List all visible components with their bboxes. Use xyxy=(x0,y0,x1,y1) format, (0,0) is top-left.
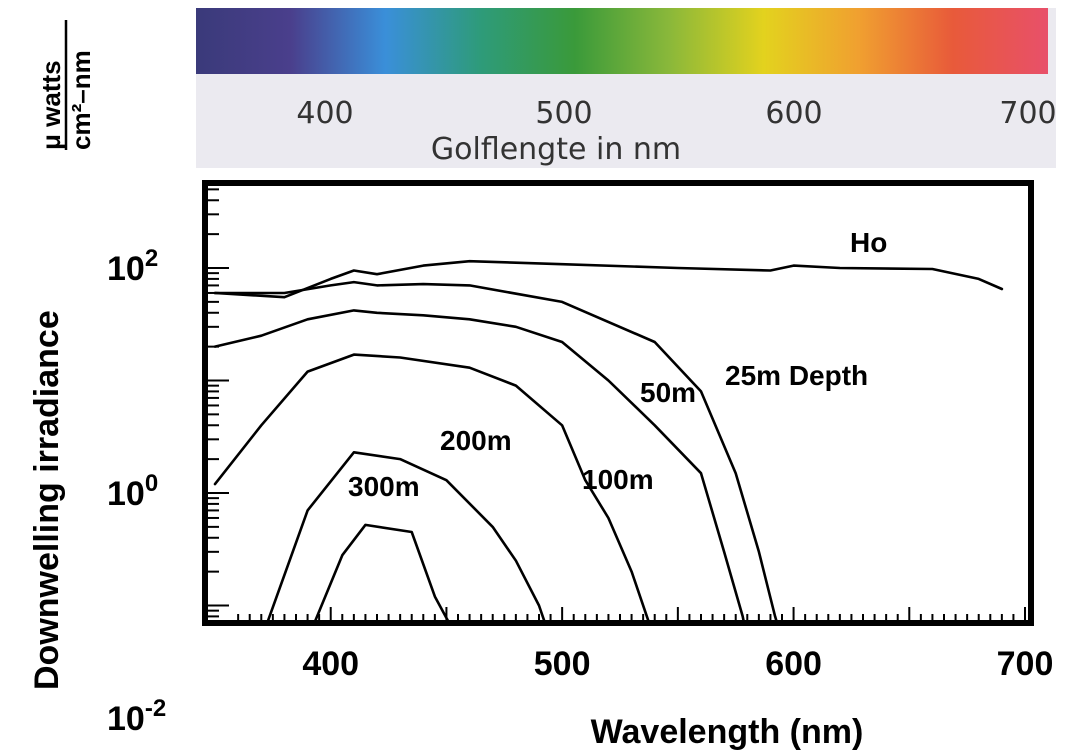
curve-100m xyxy=(213,353,650,620)
x-tick-labels: 400 500 600 700 xyxy=(302,645,1053,683)
y-tick-label: 10-2 xyxy=(107,695,166,738)
series-label: 50m xyxy=(640,377,696,408)
curve-200m xyxy=(266,450,546,620)
x-tick-label: 700 xyxy=(997,645,1054,683)
x-axis-label: Wavelength (nm) xyxy=(591,713,864,751)
y-tick-labels: 102 100 10-2 xyxy=(107,245,166,738)
irradiance-curves xyxy=(213,259,1004,620)
y-axis-label: Downwelling irradiance xyxy=(28,310,66,690)
series-label: Ho xyxy=(850,227,887,258)
series-label: 25m Depth xyxy=(725,360,868,391)
y-axis-label-group: Downwelling irradiance μ watts cm²–nm xyxy=(28,20,96,690)
series-label: 100m xyxy=(582,464,654,495)
curve-50m xyxy=(213,309,745,620)
spectrum-tick-label: 600 xyxy=(765,96,823,131)
spectrum-tick-label: 700 xyxy=(999,96,1057,131)
curve-25m xyxy=(213,280,778,620)
y-axis-unit-denominator: cm²–nm xyxy=(66,50,96,150)
x-tick-label: 400 xyxy=(302,645,359,683)
x-tick-label: 500 xyxy=(534,645,591,683)
plot-frame xyxy=(202,180,1034,626)
series-label: 300m xyxy=(348,471,420,502)
spectrum-caption: Golflengte in nm xyxy=(430,132,682,167)
spectrum-tick-label: 400 xyxy=(296,96,354,131)
axis-tick-marks xyxy=(205,188,1026,623)
y-axis-unit-numerator: μ watts xyxy=(36,60,66,150)
spectrum-panel: 400 500 600 700 Golflengte in nm xyxy=(196,8,1057,168)
spectrum-tick-label: 500 xyxy=(535,96,593,131)
curve-300m xyxy=(314,523,450,620)
curve-ho xyxy=(213,259,1004,299)
y-tick-label: 102 xyxy=(107,245,158,288)
series-label: 200m xyxy=(440,425,512,456)
spectrum-bar xyxy=(196,8,1048,74)
y-tick-label: 100 xyxy=(107,470,158,513)
x-tick-label: 600 xyxy=(765,645,822,683)
curve-labels: Ho 25m Depth 50m 100m 200m 300m xyxy=(348,227,887,502)
